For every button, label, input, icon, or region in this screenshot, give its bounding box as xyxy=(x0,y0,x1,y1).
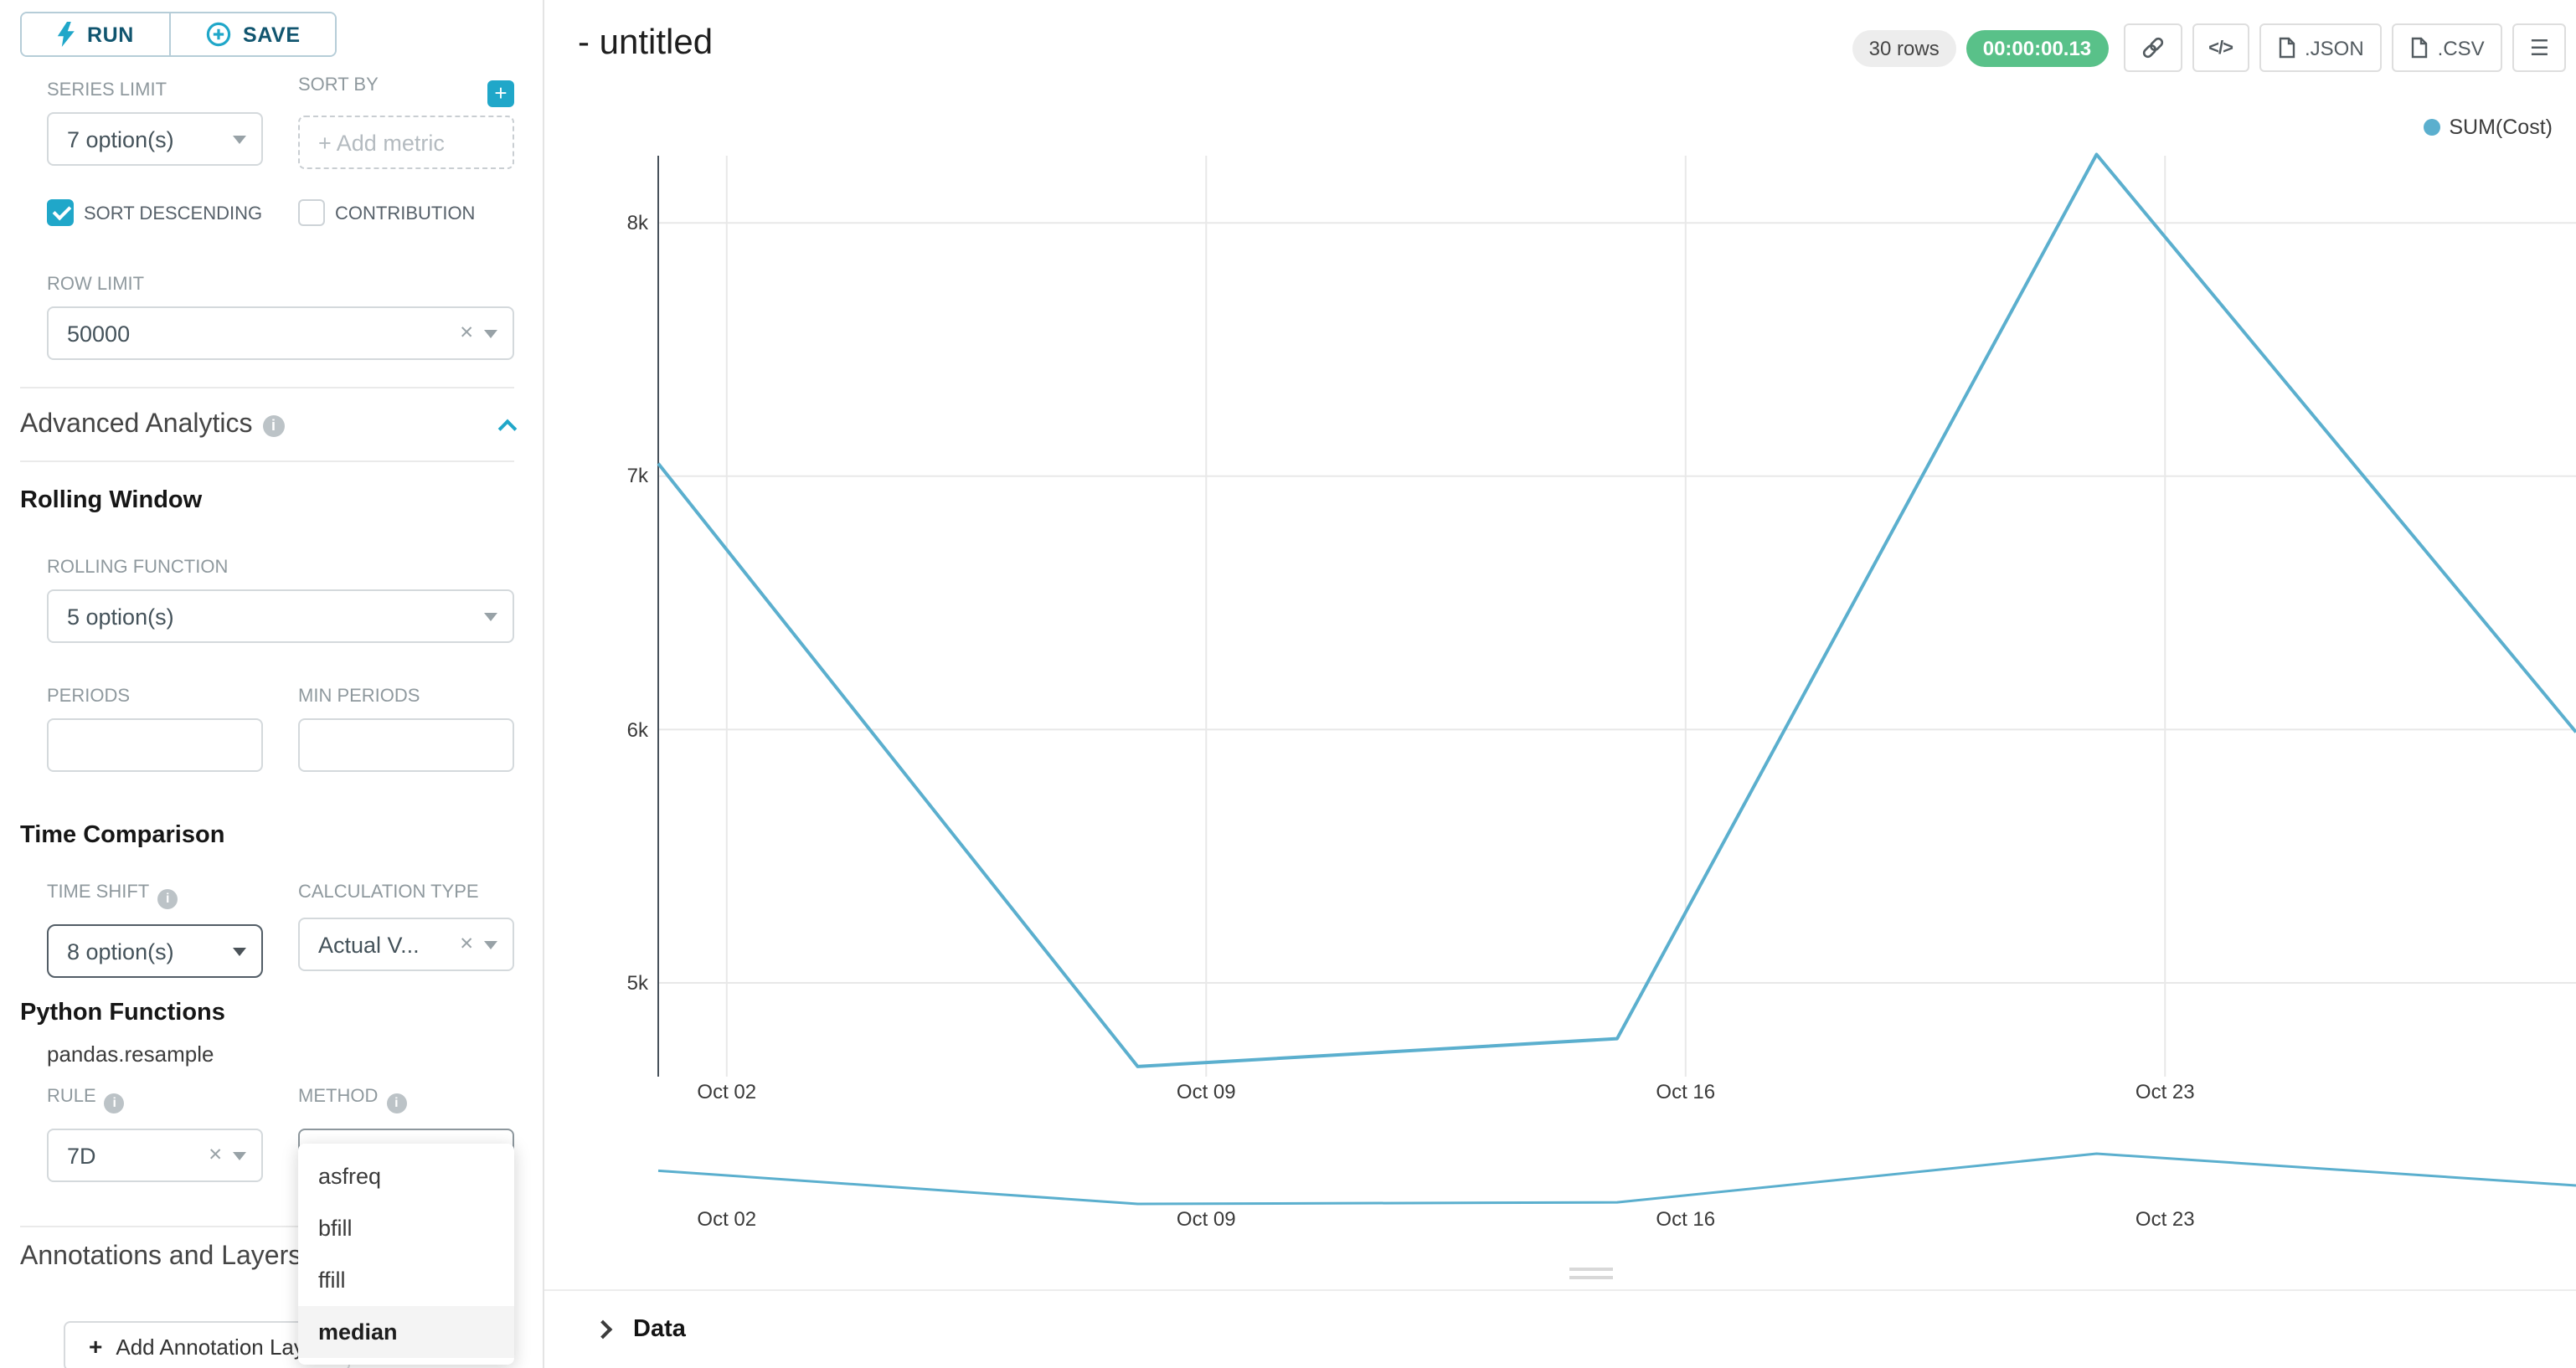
expand-chevron-icon[interactable] xyxy=(593,1319,613,1340)
rolling-function-select[interactable]: 5 option(s) xyxy=(47,589,514,643)
time-shift-select[interactable]: 8 option(s) xyxy=(47,924,263,978)
rule-label: RULE xyxy=(47,1087,96,1107)
save-label: SAVE xyxy=(242,23,301,46)
run-save-group: RUN SAVE xyxy=(20,12,337,57)
periods-label: PERIODS xyxy=(47,687,131,707)
resize-handle[interactable] xyxy=(1569,1268,1613,1284)
chart-title[interactable]: - untitled xyxy=(578,23,714,62)
min-periods-field: MIN PERIODS xyxy=(298,687,514,772)
periods-input[interactable] xyxy=(47,718,263,772)
series-limit-select[interactable]: 7 option(s) xyxy=(47,112,263,166)
divider xyxy=(20,460,514,462)
plus-icon: + xyxy=(89,1333,103,1360)
info-icon: i xyxy=(262,414,285,436)
info-icon: i xyxy=(104,1093,125,1113)
method-option-selected[interactable]: median xyxy=(298,1306,514,1358)
series-limit-label: SERIES LIMIT xyxy=(47,80,167,100)
checkbox-checked-icon xyxy=(47,199,74,226)
method-dropdown-menu: asfreq bfill ffill median xyxy=(298,1144,514,1365)
control-panel: RUN SAVE SERIES LIMIT 7 option(s) SORT B… xyxy=(0,0,544,1368)
chevron-down-icon xyxy=(233,947,246,955)
checkbox-unchecked-icon xyxy=(298,199,325,226)
legend-label: SUM(Cost) xyxy=(2449,116,2553,139)
data-panel-title[interactable]: Data xyxy=(633,1316,686,1343)
calculation-type-field: CALCULATION TYPE Actual V... ✕ xyxy=(298,882,514,978)
calculation-type-label: CALCULATION TYPE xyxy=(298,882,479,903)
clear-icon[interactable]: ✕ xyxy=(459,323,474,343)
min-periods-label: MIN PERIODS xyxy=(298,687,420,707)
file-icon xyxy=(2279,37,2295,59)
query-timer-badge: 00:00:00.13 xyxy=(1965,29,2109,66)
time-shift-label: TIME SHIFT xyxy=(47,882,150,903)
more-menu-button[interactable]: ☰ xyxy=(2512,23,2566,72)
rolling-function-field: ROLLING FUNCTION 5 option(s) xyxy=(47,558,514,643)
series-limit-field: SERIES LIMIT 7 option(s) xyxy=(47,80,263,169)
data-panel: Data xyxy=(544,1289,2576,1368)
row-limit-label: ROW LIMIT xyxy=(47,275,145,295)
time-comparison-title: Time Comparison xyxy=(20,822,225,849)
add-sort-metric-button[interactable]: + xyxy=(487,80,514,107)
sort-by-add-metric[interactable]: + Add metric xyxy=(298,116,514,169)
row-count-badge: 30 rows xyxy=(1852,29,1956,66)
min-periods-input[interactable] xyxy=(298,718,514,772)
chevron-down-icon xyxy=(233,135,246,143)
chevron-down-icon xyxy=(484,940,497,949)
method-label: METHOD xyxy=(298,1087,379,1107)
run-label: RUN xyxy=(87,23,134,46)
legend-item[interactable]: SUM(Cost) xyxy=(2424,116,2553,139)
chevron-up-icon[interactable] xyxy=(497,419,518,439)
sort-by-field: SORT BY + + Add metric xyxy=(298,75,514,169)
advanced-analytics-title: Advanced Analytics xyxy=(20,410,253,439)
python-functions-title: Python Functions xyxy=(20,1000,225,1026)
save-button[interactable]: SAVE xyxy=(168,13,336,55)
rolling-window-title: Rolling Window xyxy=(20,487,203,514)
method-field: METHOD i median ✕ asfreq bfill ffill med… xyxy=(298,1087,514,1365)
info-icon: i xyxy=(386,1093,407,1113)
row-limit-field: ROW LIMIT 50000 ✕ xyxy=(47,275,514,360)
clear-icon[interactable]: ✕ xyxy=(208,1145,223,1165)
run-button[interactable]: RUN xyxy=(22,13,169,55)
legend-dot xyxy=(2424,119,2441,136)
copy-link-button[interactable] xyxy=(2123,23,2182,72)
view-query-button[interactable]: </> xyxy=(2192,23,2249,72)
chevron-down-icon xyxy=(484,612,497,620)
plus-circle-icon xyxy=(206,22,231,47)
annotations-title: Annotations and Layers xyxy=(20,1242,302,1271)
sort-descending-checkbox[interactable]: SORT DESCENDING xyxy=(47,199,265,229)
file-icon xyxy=(2412,37,2428,59)
clear-icon[interactable]: ✕ xyxy=(459,934,474,954)
method-option[interactable]: bfill xyxy=(318,1216,353,1241)
row-limit-select[interactable]: 50000 ✕ xyxy=(47,306,514,360)
method-option[interactable]: asfreq xyxy=(318,1164,382,1189)
calculation-type-select[interactable]: Actual V... ✕ xyxy=(298,918,514,971)
info-icon: i xyxy=(157,888,178,908)
divider xyxy=(20,387,514,388)
divider xyxy=(20,1226,514,1227)
chevron-down-icon xyxy=(484,329,497,337)
contribution-checkbox[interactable]: CONTRIBUTION xyxy=(298,199,516,229)
sort-by-label: SORT BY xyxy=(298,75,379,95)
rule-select[interactable]: 7D ✕ xyxy=(47,1129,263,1182)
chart-area: - untitled 30 rows 00:00:00.13 </> .JSON… xyxy=(544,0,2576,1368)
method-option[interactable]: ffill xyxy=(318,1268,346,1293)
line-chart xyxy=(657,152,2576,1206)
pandas-resample-label: pandas.resample xyxy=(47,1041,214,1067)
periods-field: PERIODS xyxy=(47,687,263,772)
chevron-down-icon xyxy=(233,1151,246,1160)
link-icon xyxy=(2142,37,2163,59)
rolling-function-label: ROLLING FUNCTION xyxy=(47,558,229,578)
time-shift-field: TIME SHIFT i 8 option(s) xyxy=(47,882,263,978)
rule-field: RULE i 7D ✕ xyxy=(47,1087,263,1182)
export-json-button[interactable]: .JSON xyxy=(2259,23,2383,72)
code-icon: </> xyxy=(2208,38,2233,58)
hamburger-icon: ☰ xyxy=(2529,34,2549,59)
lightning-icon xyxy=(57,22,75,47)
export-csv-button[interactable]: .CSV xyxy=(2392,23,2503,72)
advanced-analytics-header[interactable]: Advanced Analytics i xyxy=(20,388,518,460)
chart-header-toolbar: 30 rows 00:00:00.13 </> .JSON .CSV ☰ xyxy=(1852,23,2566,72)
